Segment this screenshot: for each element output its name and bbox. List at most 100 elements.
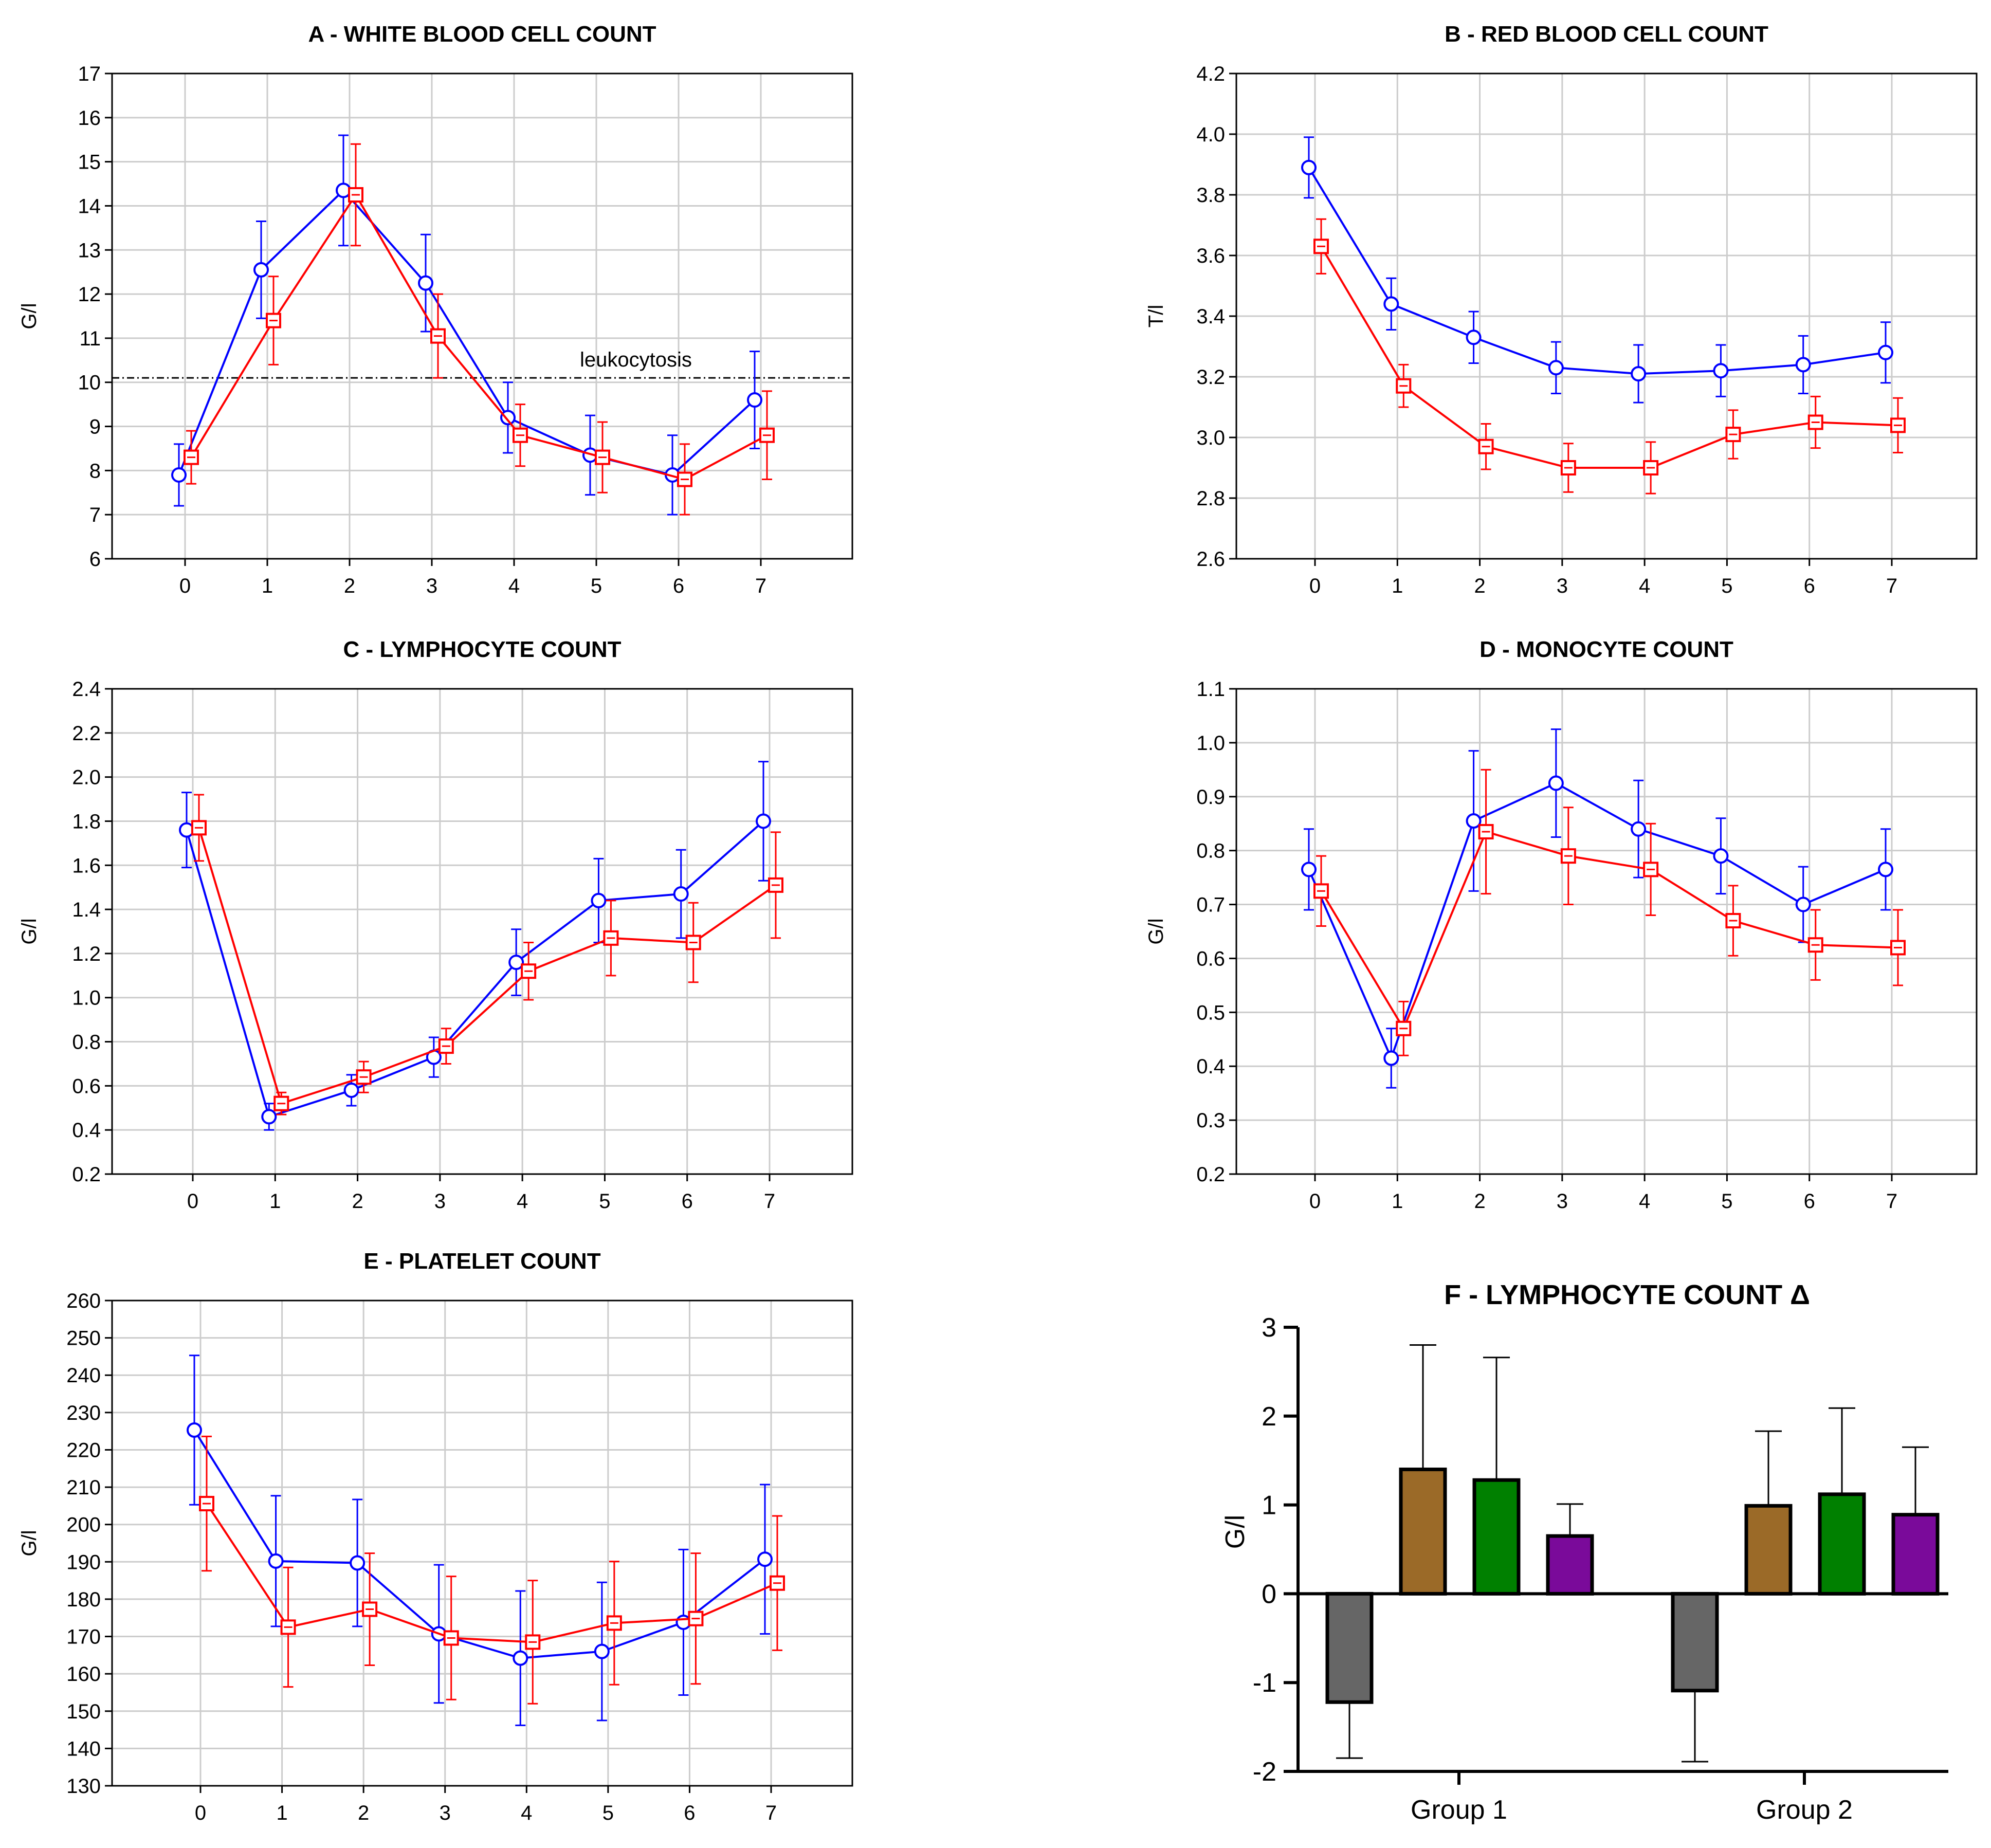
data-point <box>1466 330 1482 345</box>
bar <box>1399 1467 1447 1596</box>
bar <box>1671 1591 1719 1693</box>
bar <box>1818 1492 1866 1596</box>
data-point <box>759 427 775 443</box>
x-tick-label: 3 <box>426 575 437 597</box>
y-tick-label: 2 <box>1262 1402 1276 1432</box>
y-tick-label: 210 <box>66 1476 101 1499</box>
y-tick-label: 2.4 <box>72 678 101 701</box>
y-tick-label: 0.4 <box>1196 1055 1225 1078</box>
x-tick-label: 2 <box>358 1802 369 1824</box>
data-point <box>747 392 762 408</box>
x-tick-label: 4 <box>517 1190 528 1213</box>
x-tick-label: 0 <box>1309 575 1321 597</box>
x-tick-label: Group 1 <box>1411 1795 1507 1825</box>
y-axis-label: T/l <box>1145 305 1167 327</box>
series-line <box>190 193 768 481</box>
x-tick-label: 1 <box>262 575 273 597</box>
y-tick-label: 10 <box>78 372 101 394</box>
series-1 <box>199 1435 785 1705</box>
plot-frame <box>1235 688 1978 1175</box>
y-tick-label: 14 <box>78 195 101 217</box>
data-point <box>1878 862 1893 877</box>
y-tick-label: 1.2 <box>72 943 101 965</box>
y-tick-label: 1.8 <box>72 810 101 833</box>
data-point <box>508 955 524 971</box>
y-tick-label: 0.9 <box>1196 786 1225 809</box>
y-tick-label: 0.8 <box>72 1031 101 1054</box>
y-tick-label: -2 <box>1253 1757 1276 1787</box>
data-point <box>591 892 607 908</box>
y-tick-label: 3.8 <box>1196 184 1225 207</box>
series-1 <box>184 143 775 516</box>
x-tick-label: 5 <box>1721 575 1732 597</box>
y-tick-label: 160 <box>66 1663 101 1686</box>
x-tick-label: 0 <box>195 1802 206 1824</box>
data-point <box>1383 296 1399 312</box>
data-point <box>1795 896 1811 912</box>
x-tick-label: 1 <box>276 1802 287 1824</box>
y-tick-label: 3.4 <box>1196 305 1225 328</box>
data-point <box>673 886 689 902</box>
x-tick-label: 3 <box>434 1190 446 1213</box>
y-tick-label: 0.2 <box>72 1163 101 1186</box>
x-tick-label: 1 <box>1392 1190 1403 1213</box>
y-tick-label: 0.6 <box>72 1075 101 1097</box>
data-point <box>1631 366 1647 382</box>
bar <box>1546 1534 1594 1596</box>
y-tick-label: 180 <box>66 1588 101 1611</box>
x-tick-label: 5 <box>599 1190 610 1213</box>
y-tick-label: 17 <box>78 63 101 85</box>
panel-B: B - RED BLOOD CELL COUNT 2.6 2.8 3.0 3.2 3.4 3… <box>1145 22 1978 597</box>
y-tick-label: 2.8 <box>1196 487 1225 510</box>
data-point <box>171 467 187 483</box>
series-0 <box>171 134 762 516</box>
data-point <box>513 427 528 443</box>
x-tick-label: 4 <box>1639 1190 1650 1213</box>
y-tick-label: 0.5 <box>1196 1001 1225 1024</box>
y-tick-label: 3 <box>1262 1313 1276 1343</box>
y-tick-label: 220 <box>66 1439 101 1461</box>
y-tick-label: 0.4 <box>72 1119 101 1142</box>
x-tick-label: Group 2 <box>1756 1795 1853 1825</box>
panel-C: C - LYMPHOCYTE COUNT 0.2 0.4 0.6 0.8 1.0 1.2 1.… <box>18 637 853 1213</box>
y-tick-label: 0.2 <box>1196 1163 1225 1186</box>
plot-frame <box>111 1300 853 1787</box>
chart-title: B - RED BLOOD CELL COUNT <box>1445 22 1768 47</box>
x-tick-label: 3 <box>1557 575 1568 597</box>
y-tick-label: 12 <box>78 283 101 306</box>
series-line <box>1308 782 1886 1061</box>
y-axis-label: G/l <box>18 1530 41 1556</box>
x-tick-label: 7 <box>1886 575 1897 597</box>
data-point <box>1466 813 1482 829</box>
x-tick-label: 7 <box>1886 1190 1897 1213</box>
chart-title: E - PLATELET COUNT <box>363 1249 600 1274</box>
series-line <box>186 820 764 1118</box>
y-tick-label: 6 <box>89 548 101 571</box>
series-0 <box>179 761 771 1131</box>
y-tick-label: 240 <box>66 1364 101 1387</box>
data-point <box>1795 357 1811 373</box>
data-point <box>1301 862 1317 877</box>
y-tick-label: 0.7 <box>1196 894 1225 917</box>
y-tick-label: 1.1 <box>1196 678 1225 701</box>
y-tick-label: 15 <box>78 151 101 174</box>
x-tick-label: 7 <box>755 575 766 597</box>
y-tick-label: 3.6 <box>1196 245 1225 267</box>
y-tick-label: 3.2 <box>1196 366 1225 389</box>
x-tick-label: 7 <box>764 1190 775 1213</box>
data-point <box>1301 159 1317 175</box>
bar <box>1744 1504 1793 1596</box>
y-tick-label: 250 <box>66 1327 101 1350</box>
data-point <box>1631 821 1647 837</box>
data-point <box>521 963 537 979</box>
data-point <box>1878 344 1893 360</box>
data-point <box>1383 1050 1399 1066</box>
series-1 <box>1313 218 1906 495</box>
y-tick-label: 260 <box>66 1290 101 1312</box>
y-tick-label: 200 <box>66 1514 101 1536</box>
bar-group-0 <box>1325 1344 1594 1759</box>
bar-group-1 <box>1671 1407 1940 1763</box>
x-tick-label: 6 <box>682 1190 693 1213</box>
bar <box>1325 1591 1374 1704</box>
